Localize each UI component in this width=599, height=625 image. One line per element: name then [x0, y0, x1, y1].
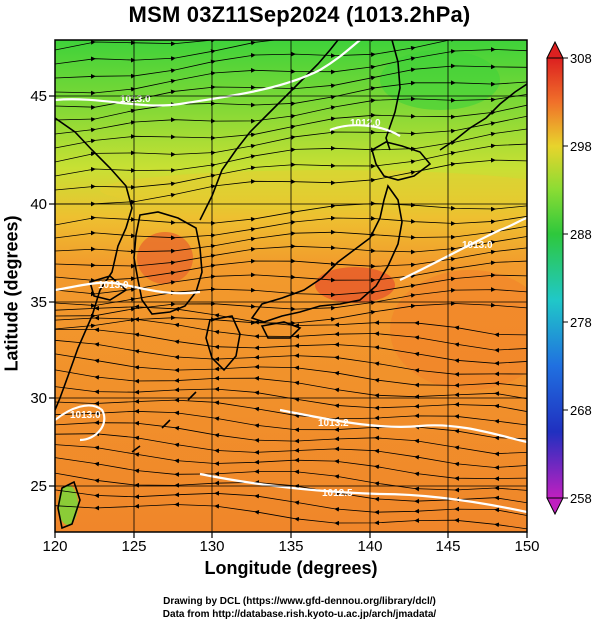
x-tick-label: 145	[435, 538, 460, 555]
x-axis-label: Longitude (degrees)	[204, 558, 378, 578]
streamline	[55, 502, 527, 530]
colorbar-tick-label: 308	[570, 51, 592, 66]
colorbar-tick-label: 278	[570, 315, 592, 330]
isobar-label: 1013.2	[318, 418, 349, 429]
colorbar-tick-label: 298	[570, 139, 592, 154]
colorbar: 308 298 288 278 268 258	[546, 40, 592, 516]
isobar-label: 1013.0	[70, 410, 101, 421]
y-tick-label: 35	[30, 294, 47, 311]
x-tick-label: 140	[357, 538, 382, 555]
y-tick-label: 45	[30, 88, 47, 105]
colorbar-tick-label: 268	[570, 403, 592, 418]
y-tick-label: 30	[30, 390, 47, 407]
isobar-label: 1013.0	[462, 240, 493, 251]
warm-patch-korea	[137, 232, 193, 284]
coastlines	[55, 40, 527, 530]
credit-drawing: Drawing by DCL (https://www.gfd-dennou.o…	[163, 596, 436, 607]
x-tick-label: 150	[514, 538, 539, 555]
x-tick-label: 125	[121, 538, 146, 555]
credit-data-source: Data from http://database.rish.kyoto-u.a…	[162, 609, 437, 620]
y-axis-label: Latitude (degrees)	[1, 215, 22, 372]
colorbar-tick-label: 258	[570, 491, 592, 506]
colorbar-tick-label: 288	[570, 227, 592, 242]
green-patch-taiwan	[58, 485, 78, 525]
x-tick-label: 120	[42, 538, 67, 555]
isobar-label: 1013.0	[98, 280, 129, 291]
isobar-label: 1013.0	[120, 94, 151, 105]
y-tick-label: 25	[30, 478, 47, 495]
y-tick-label: 40	[30, 196, 47, 213]
x-tick-label: 130	[199, 538, 224, 555]
isobar-label: 1012.0	[350, 118, 381, 129]
isobar-label: 1012.5	[322, 488, 353, 499]
x-tick-label: 135	[278, 538, 303, 555]
chart-title: MSM 03Z11Sep2024 (1013.2hPa)	[128, 2, 471, 27]
graticule	[55, 40, 527, 532]
